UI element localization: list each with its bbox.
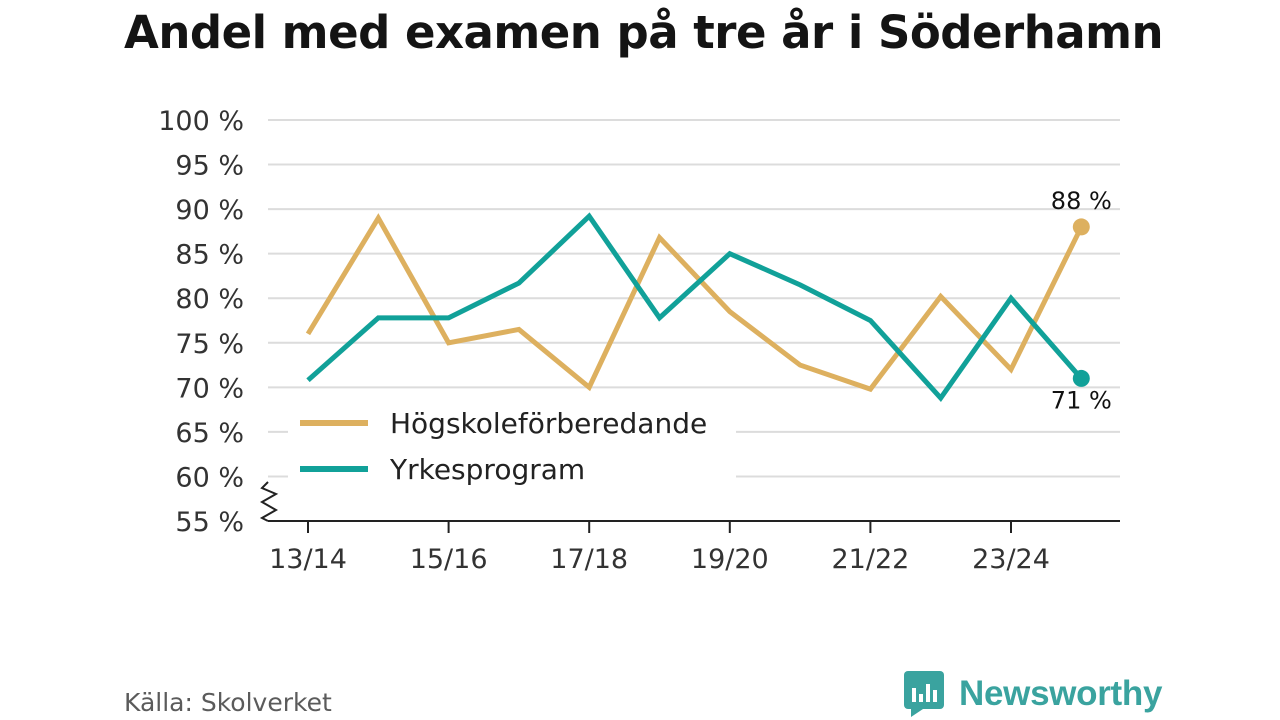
- y-tick-label: 75 %: [175, 329, 244, 360]
- x-tick-label: 23/24: [972, 544, 1050, 575]
- x-tick-label: 21/22: [831, 544, 909, 575]
- y-tick-label: 80 %: [175, 284, 244, 315]
- x-tick-label: 17/18: [550, 544, 628, 575]
- y-tick-label: 100 %: [158, 106, 244, 137]
- brand-logo: Newsworthy: [903, 670, 1162, 718]
- end-point-marker: [1072, 218, 1090, 236]
- legend-background: [288, 400, 736, 478]
- legend-label: Yrkesprogram: [389, 453, 585, 486]
- y-tick-label: 95 %: [175, 151, 244, 182]
- y-tick-label: 90 %: [175, 195, 244, 226]
- end-value-label: 88 %: [1051, 187, 1112, 215]
- y-tick-label: 85 %: [175, 240, 244, 271]
- y-tick-label: 60 %: [175, 462, 244, 493]
- x-axis-tick-labels: 13/14 15/16 17/18 19/20 21/22 23/24: [269, 544, 1050, 575]
- brand-name: Newsworthy: [959, 674, 1163, 713]
- x-tick-label: 15/16: [410, 544, 488, 575]
- series-lines: [305, 212, 1084, 403]
- legend-label: Högskoleförberedande: [390, 407, 707, 440]
- source-note: Källa: Skolverket: [124, 688, 332, 717]
- y-tick-label: 70 %: [175, 373, 244, 404]
- y-axis-tick-labels: 55 % 60 % 65 % 70 % 75 % 80 % 85 % 90 % 95 % 100 …: [158, 106, 244, 538]
- end-points: 88 % 71 %: [1051, 187, 1112, 414]
- x-tick-label: 19/20: [691, 544, 769, 575]
- newsworthy-logo-icon: [904, 671, 944, 717]
- end-value-label: 71 %: [1051, 386, 1112, 414]
- x-axis: [259, 481, 1120, 533]
- series-line-hogskoleforberedande: [305, 213, 1084, 393]
- series-line-yrkesprogram: [306, 212, 1084, 403]
- axis-break-icon: [259, 481, 279, 522]
- chart-title: Andel med examen på tre år i Söderhamn: [124, 6, 1164, 59]
- y-tick-label: 65 %: [175, 418, 244, 449]
- x-tick-label: 13/14: [269, 544, 347, 575]
- legend: Högskoleförberedande Yrkesprogram: [288, 400, 736, 486]
- end-point-marker: [1072, 369, 1090, 387]
- y-tick-label: 55 %: [175, 507, 244, 538]
